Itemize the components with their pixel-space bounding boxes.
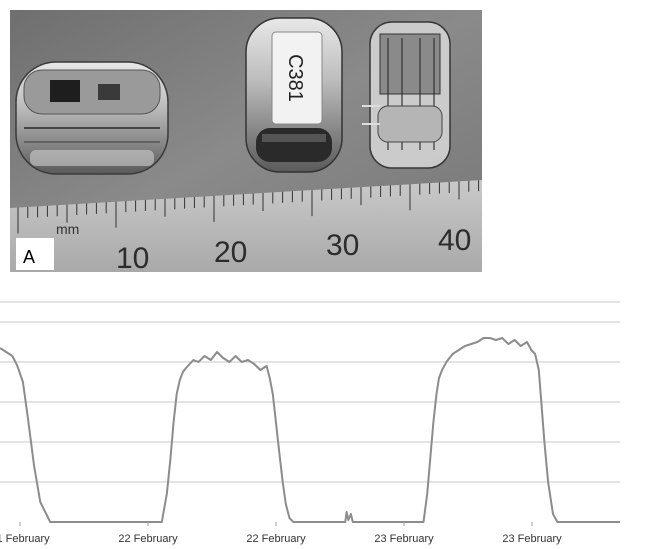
- device-right: [362, 21, 451, 169]
- panel-label: A: [23, 247, 35, 267]
- ruler-number-20: 20: [214, 236, 247, 269]
- device-photo-drawing: C381 mm 10 20 30 40 A: [10, 10, 482, 272]
- ruler-unit: mm: [56, 221, 79, 237]
- x-axis-tick-labels: 21 February 22 February 22 February 23 Febr…: [0, 533, 562, 545]
- panel-label-box: [16, 238, 54, 270]
- x-tick-label: 21 February: [0, 533, 50, 545]
- device-left: [15, 61, 169, 175]
- device-label: C381: [284, 54, 306, 102]
- device-photo: C381 mm 10 20 30 40 A: [10, 10, 482, 272]
- x-axis-ticks: [19, 522, 533, 526]
- device-middle: C381: [245, 17, 343, 173]
- line-chart: 21 February 22 February 22 February 23 Febr…: [0, 301, 620, 545]
- x-tick-label: 23 February: [374, 533, 434, 545]
- mm-ruler: mm 10 20 30 40: [10, 180, 482, 272]
- ruler-ticks: [17, 180, 480, 234]
- x-tick-label: 22 February: [118, 533, 178, 545]
- x-tick-label: 22 February: [246, 533, 306, 545]
- chart-grid: [0, 321, 620, 483]
- ruler-number-10: 10: [116, 242, 149, 272]
- x-tick-label: 23 February: [502, 533, 562, 545]
- ruler-number-30: 30: [326, 229, 359, 262]
- series-line: [0, 337, 620, 523]
- ruler-number-40: 40: [438, 224, 471, 257]
